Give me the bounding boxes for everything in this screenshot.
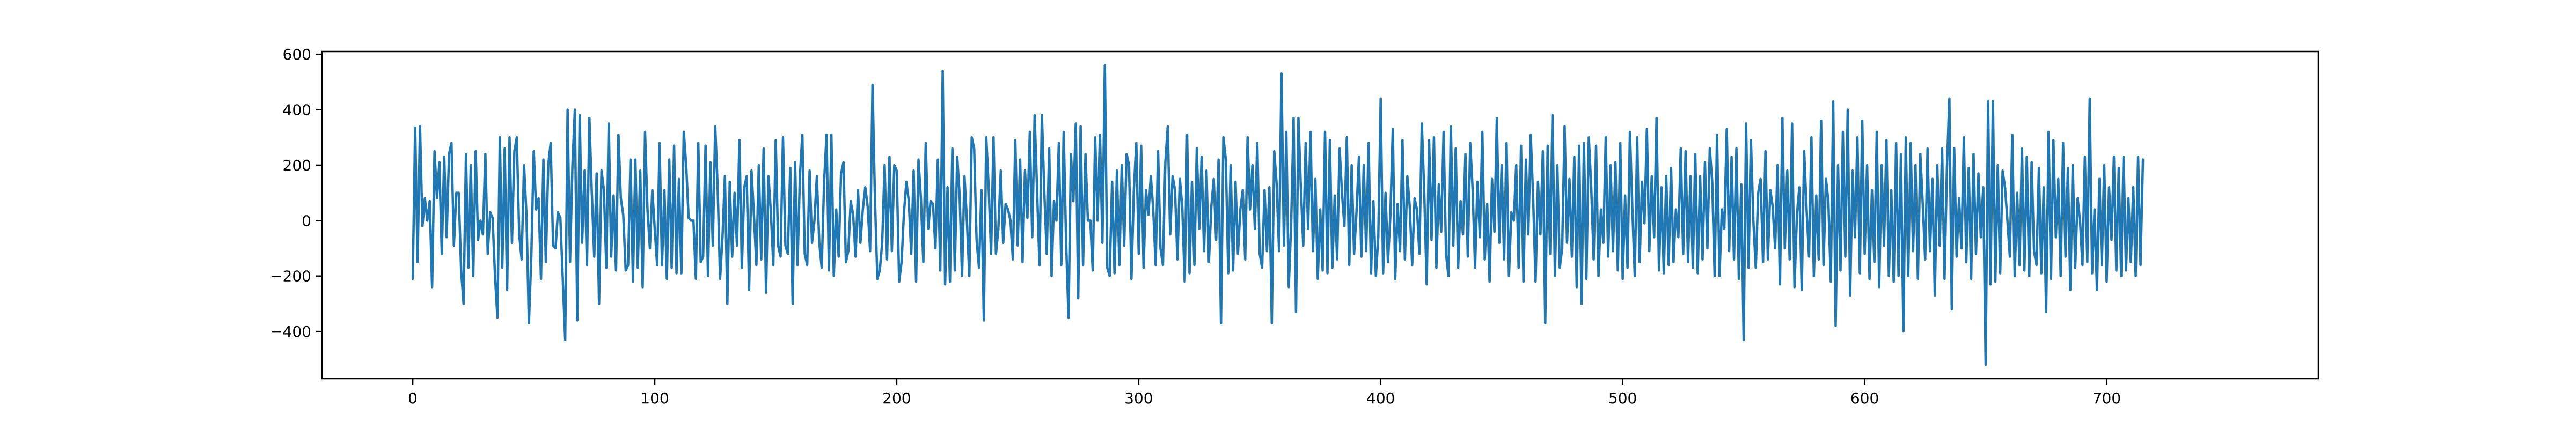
x-tick-label: 300 (1124, 389, 1153, 407)
x-tick-label: 200 (882, 389, 911, 407)
y-tick-label: 0 (302, 212, 311, 230)
plot-frame (321, 50, 2319, 380)
y-tick-label: −400 (270, 323, 311, 341)
series-line (411, 64, 2145, 366)
x-tick-label: 700 (2092, 389, 2121, 407)
x-tick-label: 600 (1850, 389, 1879, 407)
x-tick-label: 0 (408, 389, 418, 407)
y-axis: −400 −200 0 200 400 600 (270, 46, 322, 341)
y-tick-label: 600 (283, 46, 311, 63)
y-tick-label: −200 (270, 268, 311, 285)
y-tick-label: 400 (283, 101, 311, 119)
x-tick-label: 400 (1366, 389, 1395, 407)
x-tick-label: 100 (640, 389, 669, 407)
x-tick-label: 500 (1608, 389, 1637, 407)
y-tick-label: 200 (283, 157, 311, 174)
x-axis: 0 100 200 300 400 500 600 700 (408, 379, 2121, 407)
